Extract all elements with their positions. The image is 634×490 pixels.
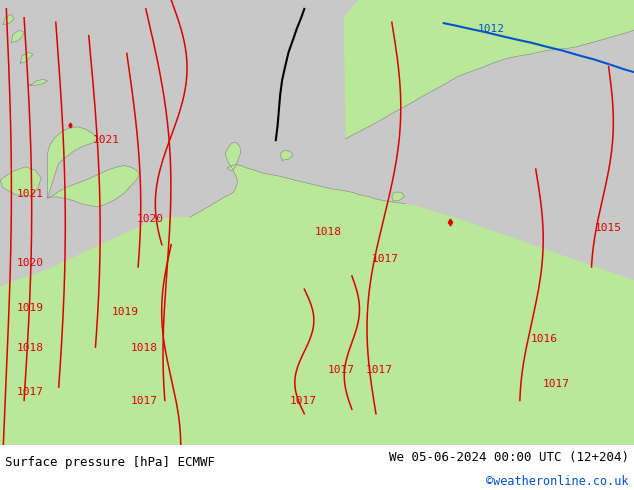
- Polygon shape: [20, 52, 33, 63]
- Text: 1021: 1021: [17, 189, 44, 198]
- Text: ©weatheronline.co.uk: ©weatheronline.co.uk: [486, 475, 629, 489]
- Text: We 05-06-2024 00:00 UTC (12+204): We 05-06-2024 00:00 UTC (12+204): [389, 451, 629, 464]
- Polygon shape: [392, 192, 404, 201]
- Polygon shape: [3, 14, 14, 24]
- Text: 1017: 1017: [543, 378, 570, 389]
- Text: 1017: 1017: [328, 365, 354, 375]
- Polygon shape: [225, 143, 241, 170]
- Text: 1019: 1019: [112, 307, 139, 318]
- Text: 1018: 1018: [315, 227, 342, 237]
- Polygon shape: [344, 0, 634, 139]
- Polygon shape: [11, 30, 24, 42]
- Text: 1017: 1017: [372, 254, 399, 264]
- Polygon shape: [48, 127, 139, 207]
- Text: 1021: 1021: [93, 135, 120, 145]
- Text: 1017: 1017: [17, 388, 44, 397]
- Polygon shape: [0, 165, 634, 445]
- Text: 1020: 1020: [137, 214, 164, 224]
- Text: 1018: 1018: [17, 343, 44, 353]
- Text: Surface pressure [hPa] ECMWF: Surface pressure [hPa] ECMWF: [5, 457, 215, 469]
- Text: 1015: 1015: [595, 223, 622, 233]
- Text: 1019: 1019: [17, 303, 44, 313]
- Text: 1017: 1017: [290, 396, 316, 406]
- Polygon shape: [0, 167, 41, 196]
- Text: 1017: 1017: [366, 365, 392, 375]
- Polygon shape: [29, 79, 48, 85]
- Text: 1016: 1016: [531, 334, 557, 344]
- Text: 1012: 1012: [478, 24, 505, 34]
- Text: 1017: 1017: [131, 396, 158, 406]
- Text: 1020: 1020: [17, 258, 44, 269]
- Polygon shape: [280, 150, 293, 160]
- Text: 1018: 1018: [131, 343, 158, 353]
